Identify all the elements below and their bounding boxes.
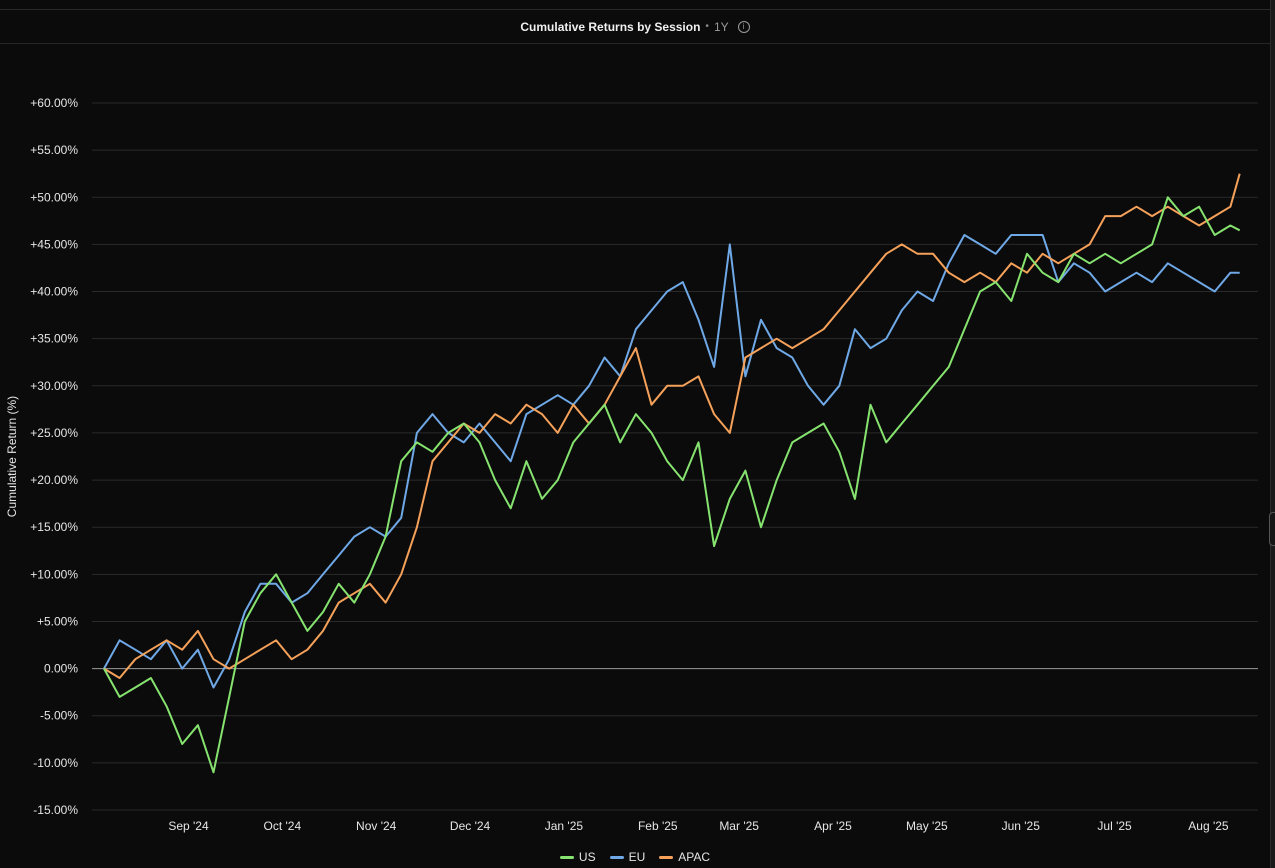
series-line-apac[interactable] [103, 173, 1241, 679]
x-tick-label: Jul '25 [1097, 819, 1132, 833]
separator-dot: • [705, 21, 709, 32]
y-tick-label: -15.00% [33, 803, 78, 817]
chart-title: Cumulative Returns by Session [520, 19, 701, 34]
y-tick-label: +20.00% [30, 473, 78, 487]
legend-swatch-eu [609, 855, 624, 859]
legend-item-eu[interactable]: EU [609, 850, 646, 864]
y-tick-label: +10.00% [30, 567, 78, 581]
x-tick-label: May '25 [906, 819, 948, 833]
legend-label-apac: APAC [678, 850, 711, 864]
top-divider [0, 9, 1275, 10]
x-tick-label: Jan '25 [545, 819, 584, 833]
x-tick-label: Jun '25 [1002, 819, 1041, 833]
x-tick-label: Apr '25 [814, 819, 852, 833]
x-tick-label: Dec '24 [450, 819, 491, 833]
y-tick-label: +5.00% [37, 614, 78, 628]
y-tick-label: +30.00% [30, 379, 78, 393]
y-tick-label: -10.00% [33, 756, 78, 770]
range-label: 1Y [713, 19, 729, 34]
x-tick-label: Oct '24 [264, 819, 302, 833]
y-tick-label: +60.00% [30, 96, 78, 110]
legend-item-apac[interactable]: APAC [659, 850, 710, 864]
legend-swatch-apac [659, 855, 674, 859]
x-tick-label: Sep '24 [168, 819, 209, 833]
x-tick-label: Mar '25 [719, 819, 759, 833]
cumulative-returns-chart: -15.00% -10.00% -5.00% 0.00% +5.00% +10.00% +1… [5, 96, 1258, 833]
x-tick-label: Aug '25 [1188, 819, 1229, 833]
series-line-eu[interactable] [103, 234, 1240, 689]
right-edge-panel [1270, 0, 1275, 868]
legend-label-eu: EU [628, 850, 646, 864]
legend-label-us: US [578, 850, 596, 864]
chart-header: Cumulative Returns by Session • 1Y i [0, 10, 1270, 44]
y-tick-label: 0.00% [44, 662, 78, 676]
y-tick-label: +35.00% [30, 332, 78, 346]
label-layer: -15.00% -10.00% -5.00% 0.00% +5.00% +10.00% +1… [30, 96, 1229, 833]
x-tick-label: Feb '25 [638, 819, 678, 833]
y-tick-label: +50.00% [30, 190, 78, 204]
chart-legend: US EU APAC [0, 850, 1270, 864]
y-tick-label: +15.00% [30, 520, 78, 534]
y-tick-label: -5.00% [40, 709, 78, 723]
y-tick-label: +45.00% [30, 237, 78, 251]
legend-swatch-us [559, 855, 574, 859]
y-tick-label: +40.00% [30, 285, 78, 299]
grid-layer [92, 102, 1258, 811]
legend-item-us[interactable]: US [559, 850, 596, 864]
line-layer [103, 173, 1241, 774]
series-line-us[interactable] [103, 196, 1241, 774]
y-tick-label: +25.00% [30, 426, 78, 440]
y-axis-title: Cumulative Return (%) [5, 396, 19, 517]
info-icon[interactable]: i [737, 20, 750, 33]
y-tick-label: +55.00% [30, 143, 78, 157]
panel-resize-handle[interactable] [1269, 512, 1275, 546]
x-tick-label: Nov '24 [356, 819, 397, 833]
